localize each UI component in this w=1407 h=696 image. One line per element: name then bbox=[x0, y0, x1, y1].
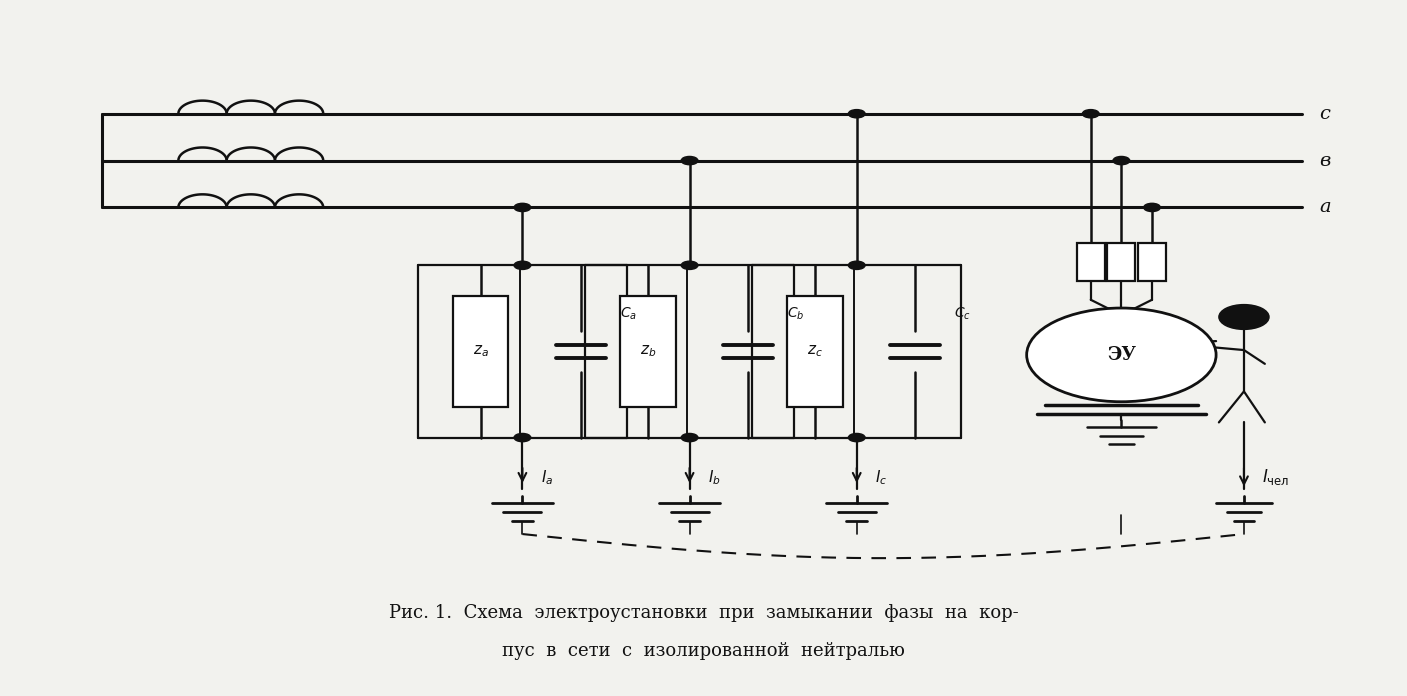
Text: ЭУ: ЭУ bbox=[1107, 346, 1135, 364]
Circle shape bbox=[1027, 308, 1216, 402]
Circle shape bbox=[848, 434, 865, 442]
Circle shape bbox=[1082, 109, 1099, 118]
Circle shape bbox=[681, 261, 698, 269]
Circle shape bbox=[1218, 305, 1269, 329]
Circle shape bbox=[1113, 157, 1130, 165]
Bar bbox=[1138, 244, 1166, 281]
Circle shape bbox=[514, 203, 530, 212]
Circle shape bbox=[848, 261, 865, 269]
Text: $z_c$: $z_c$ bbox=[808, 344, 823, 359]
Text: a: a bbox=[1320, 198, 1331, 216]
Circle shape bbox=[514, 261, 530, 269]
Text: Рис. 1.  Схема  электроустановки  при  замыкании  фазы  на  кор-: Рис. 1. Схема электроустановки при замык… bbox=[388, 604, 1019, 622]
Text: $I_{\text{чел}}$: $I_{\text{чел}}$ bbox=[1262, 467, 1289, 487]
Text: $I_b$: $I_b$ bbox=[708, 468, 720, 487]
Bar bbox=[1076, 244, 1104, 281]
Circle shape bbox=[848, 109, 865, 118]
Circle shape bbox=[681, 434, 698, 442]
Bar bbox=[620, 296, 675, 406]
Text: $z_a$: $z_a$ bbox=[473, 344, 488, 359]
Text: $z_b$: $z_b$ bbox=[640, 344, 656, 359]
Bar bbox=[453, 296, 508, 406]
Text: $C_a$: $C_a$ bbox=[620, 306, 637, 322]
Bar bbox=[1107, 244, 1135, 281]
Bar bbox=[787, 296, 843, 406]
Circle shape bbox=[1144, 203, 1161, 212]
Text: $C_b$: $C_b$ bbox=[787, 306, 805, 322]
Text: $C_c$: $C_c$ bbox=[954, 306, 971, 322]
Circle shape bbox=[514, 434, 530, 442]
Text: c: c bbox=[1320, 104, 1330, 122]
Text: $I_a$: $I_a$ bbox=[540, 468, 553, 487]
Text: $I_c$: $I_c$ bbox=[875, 468, 886, 487]
Text: в: в bbox=[1320, 152, 1331, 170]
Text: пус  в  сети  с  изолированной  нейтралью: пус в сети с изолированной нейтралью bbox=[502, 642, 905, 661]
Circle shape bbox=[681, 157, 698, 165]
